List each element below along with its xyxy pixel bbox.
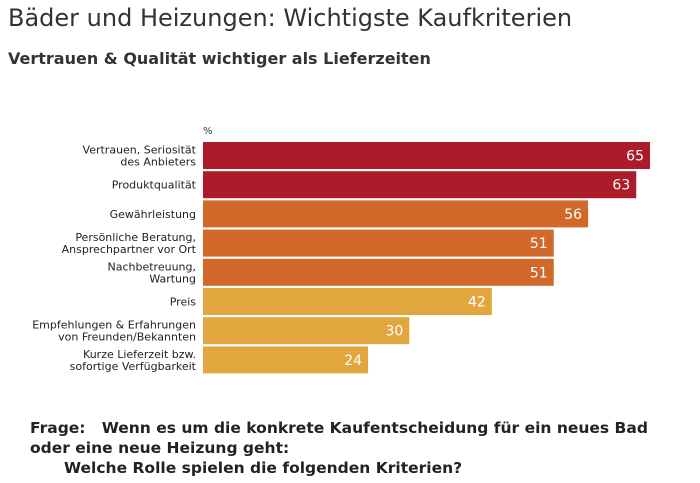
chart-title: Bäder und Heizungen: Wichtigste Kaufkrit… bbox=[8, 4, 573, 32]
category-label: Empfehlungen & Erfahrungen von Freunden/B… bbox=[32, 319, 196, 344]
chart-subtitle: Vertrauen & Qualität wichtiger als Liefe… bbox=[8, 49, 431, 68]
bar-value-label: 56 bbox=[564, 207, 582, 223]
category-label: Nachbetreuung, Wartung bbox=[108, 260, 197, 285]
bar-chart: 65 Vertrauen, Seriosität des Anbieters 63 Pr… bbox=[32, 142, 650, 374]
survey-question: Frage: Wenn es um die konkrete Kaufentsc… bbox=[30, 418, 648, 478]
unit-label: % bbox=[203, 126, 213, 137]
bar-value-label: 51 bbox=[530, 265, 548, 281]
category-label: Gewährleistung bbox=[110, 208, 196, 221]
category-label: Persönliche Beratung, Ansprechpartner vor… bbox=[62, 231, 197, 256]
question-line-3: Welche Rolle spielen die folgenden Krite… bbox=[64, 459, 463, 477]
bar-value-label: 51 bbox=[530, 236, 548, 252]
question-line-1: Wenn es um die konkrete Kaufentscheidung… bbox=[101, 419, 648, 437]
question-label: Frage: bbox=[30, 419, 86, 437]
bar-value-label: 42 bbox=[468, 295, 486, 311]
bar-7 bbox=[203, 317, 410, 345]
question-line-2: oder eine neue Heizung geht: bbox=[30, 439, 290, 457]
bar-2 bbox=[203, 171, 637, 199]
bar-8 bbox=[203, 346, 369, 374]
bar-4 bbox=[203, 229, 554, 257]
bar-value-label: 24 bbox=[344, 353, 362, 369]
category-label: Kurze Lieferzeit bzw. sofortige Verfügbar… bbox=[70, 348, 197, 373]
bar-5 bbox=[203, 258, 554, 286]
category-label: Produktqualität bbox=[112, 179, 197, 192]
bar-1 bbox=[203, 142, 650, 169]
category-label: Vertrauen, Seriosität des Anbieters bbox=[83, 144, 197, 169]
bar-value-label: 63 bbox=[612, 178, 630, 194]
bar-value-label: 65 bbox=[626, 149, 644, 165]
bar-3 bbox=[203, 200, 589, 228]
category-label: Preis bbox=[170, 296, 197, 309]
bar-6 bbox=[203, 288, 492, 315]
bar-value-label: 30 bbox=[385, 324, 403, 340]
